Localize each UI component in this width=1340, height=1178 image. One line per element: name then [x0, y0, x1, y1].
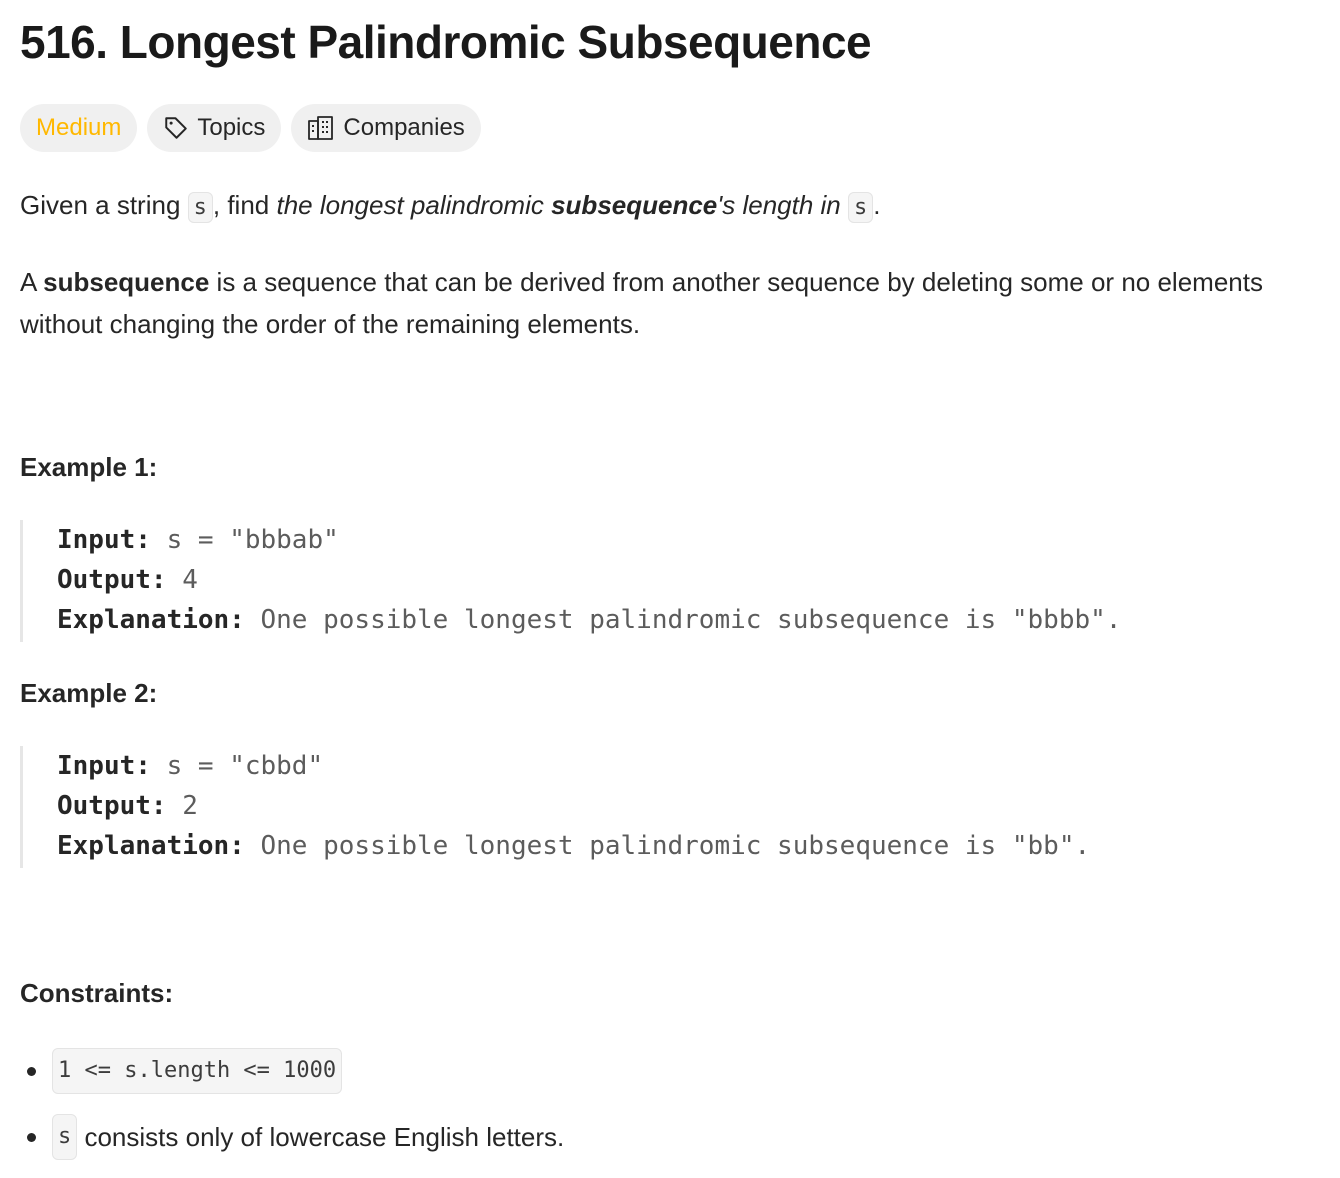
topics-button[interactable]: Topics: [147, 104, 282, 152]
topics-label: Topics: [197, 114, 266, 141]
tag-icon: [163, 115, 189, 141]
constraints-list: 1 <= s.length <= 1000 s consists only of…: [20, 1040, 1320, 1168]
definition-text: is a sequence that can be derived from a…: [20, 267, 1263, 339]
statement-italic: 's length in: [717, 190, 848, 220]
statement-text: , find: [212, 190, 277, 220]
example-1-block: Input: s = "bbbab" Output: 4 Explanation…: [20, 520, 1320, 642]
problem-statement: Given a string s, find the longest palin…: [20, 184, 1320, 345]
page-title: 516. Longest Palindromic Subsequence: [20, 16, 872, 68]
example-1-title: Example 1:: [20, 452, 158, 482]
constraints-title: Constraints:: [20, 978, 174, 1008]
example-output: Output: 2: [57, 791, 198, 821]
statement-italic: the longest palindromic: [276, 190, 552, 220]
example-input: Input: s = "cbbd": [57, 751, 324, 781]
constraint-text: consists only of lowercase English lette…: [77, 1122, 565, 1152]
list-item: 1 <= s.length <= 1000: [20, 1040, 1320, 1102]
companies-button[interactable]: Companies: [291, 104, 481, 152]
difficulty-label: Medium: [36, 114, 122, 141]
difficulty-badge[interactable]: Medium: [20, 104, 138, 152]
definition-text: A: [20, 267, 44, 297]
building-icon: [307, 115, 335, 141]
subsequence-link[interactable]: subsequence: [551, 190, 718, 220]
companies-label: Companies: [343, 114, 465, 141]
inline-code-s: s: [187, 192, 213, 223]
statement-text: Given a string: [20, 190, 188, 220]
inline-code-s: s: [52, 1114, 78, 1160]
example-input: Input: s = "bbbab": [57, 525, 339, 555]
list-item: s consists only of lowercase English let…: [20, 1106, 1320, 1168]
definition-term: subsequence: [43, 267, 210, 297]
statement-paragraph: Given a string s, find the longest palin…: [20, 184, 1320, 229]
constraint-code: 1 <= s.length <= 1000: [52, 1048, 343, 1094]
example-explanation: Explanation: One possible longest palind…: [57, 831, 1091, 861]
example-explanation: Explanation: One possible longest palind…: [57, 605, 1122, 635]
inline-code-s: s: [847, 192, 874, 223]
example-output: Output: 4: [57, 565, 198, 595]
example-2-title: Example 2:: [20, 678, 158, 708]
tag-bar: Medium Topics: [20, 104, 481, 152]
definition-paragraph: A subsequence is a sequence that can be …: [20, 261, 1320, 345]
statement-text: .: [873, 190, 881, 220]
example-2-block: Input: s = "cbbd" Output: 2 Explanation:…: [20, 746, 1320, 868]
